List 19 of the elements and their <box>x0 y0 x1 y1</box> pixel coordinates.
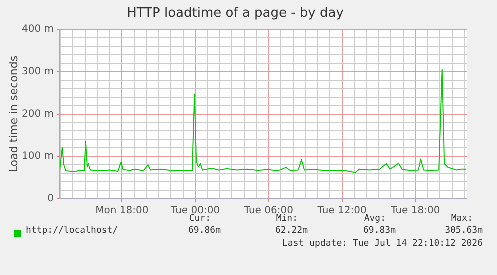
chart-title: HTTP loadtime of a page - by day <box>127 6 344 22</box>
y-tick-label: 300 m <box>22 66 54 78</box>
y-tick-label: 0 <box>48 194 54 205</box>
text: 62.22m <box>274 226 308 236</box>
y-tick-label: 100 m <box>22 151 54 162</box>
x-tick-label: Mon 18:00 <box>96 206 149 217</box>
x-tick-label: Tue 12:00 <box>316 206 367 217</box>
text: 69.86m <box>187 226 221 236</box>
y-tick-label: 200 m <box>22 108 54 120</box>
text: Cur: <box>189 214 211 224</box>
y-tick-label: 400 m <box>22 24 54 36</box>
text: 69.83m <box>362 226 396 236</box>
text: 305.63m <box>444 226 483 236</box>
legend-label: http://localhost/ <box>26 226 118 236</box>
text: Avg: <box>364 214 386 224</box>
x-tick-label: Tue 18:00 <box>390 206 440 217</box>
y-axis-title: Load time in seconds <box>7 56 20 173</box>
text: Last update: Tue Jul 14 22:10:12 2026 <box>282 239 483 249</box>
text: Max: <box>451 214 473 224</box>
